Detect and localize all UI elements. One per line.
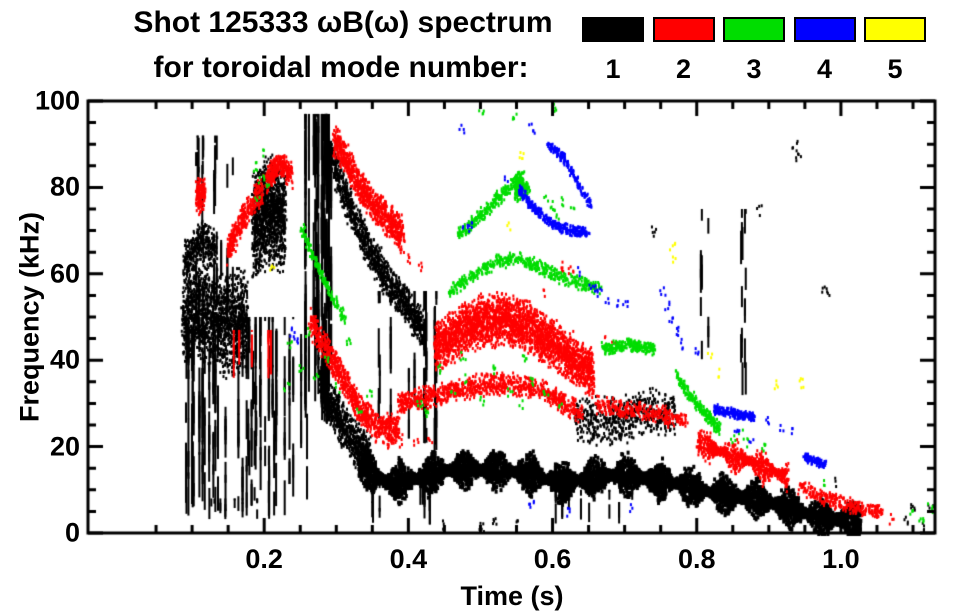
y-tick-label: 80: [49, 171, 80, 202]
legend-swatch-mode-3: [723, 17, 785, 42]
legend-swatch-mode-5: [864, 17, 926, 42]
x-tick-label: 0.6: [533, 544, 572, 574]
legend-label-mode-3: 3: [746, 54, 762, 84]
y-tick-label: 20: [49, 431, 80, 462]
x-axis-title: Time (s): [460, 581, 564, 611]
legend-label-mode-4: 4: [816, 54, 833, 84]
y-axis-title: Frequency (kHz): [14, 211, 45, 423]
x-tick-label: 1.0: [822, 544, 860, 574]
y-tick-label: 40: [49, 344, 80, 375]
x-tick-label: 0.2: [245, 544, 283, 574]
y-tick-label: 100: [34, 85, 80, 116]
legend-swatch-mode-1: [582, 17, 644, 42]
legend-label-mode-5: 5: [887, 54, 903, 84]
legend-swatch-mode-2: [652, 17, 715, 42]
chart-title: Shot 125333 ωB(ω) spectrum: [133, 6, 553, 39]
legend-swatch-mode-4: [793, 17, 856, 42]
chart-subtitle: for toroidal mode number:: [153, 51, 529, 84]
x-tick-label: 0.8: [677, 544, 716, 574]
legend-label-mode-1: 1: [605, 54, 621, 84]
x-tick-label: 0.4: [389, 544, 428, 574]
legend-label-mode-2: 2: [675, 54, 692, 84]
y-tick-label: 60: [49, 258, 80, 289]
y-tick-label: 0: [64, 517, 80, 548]
